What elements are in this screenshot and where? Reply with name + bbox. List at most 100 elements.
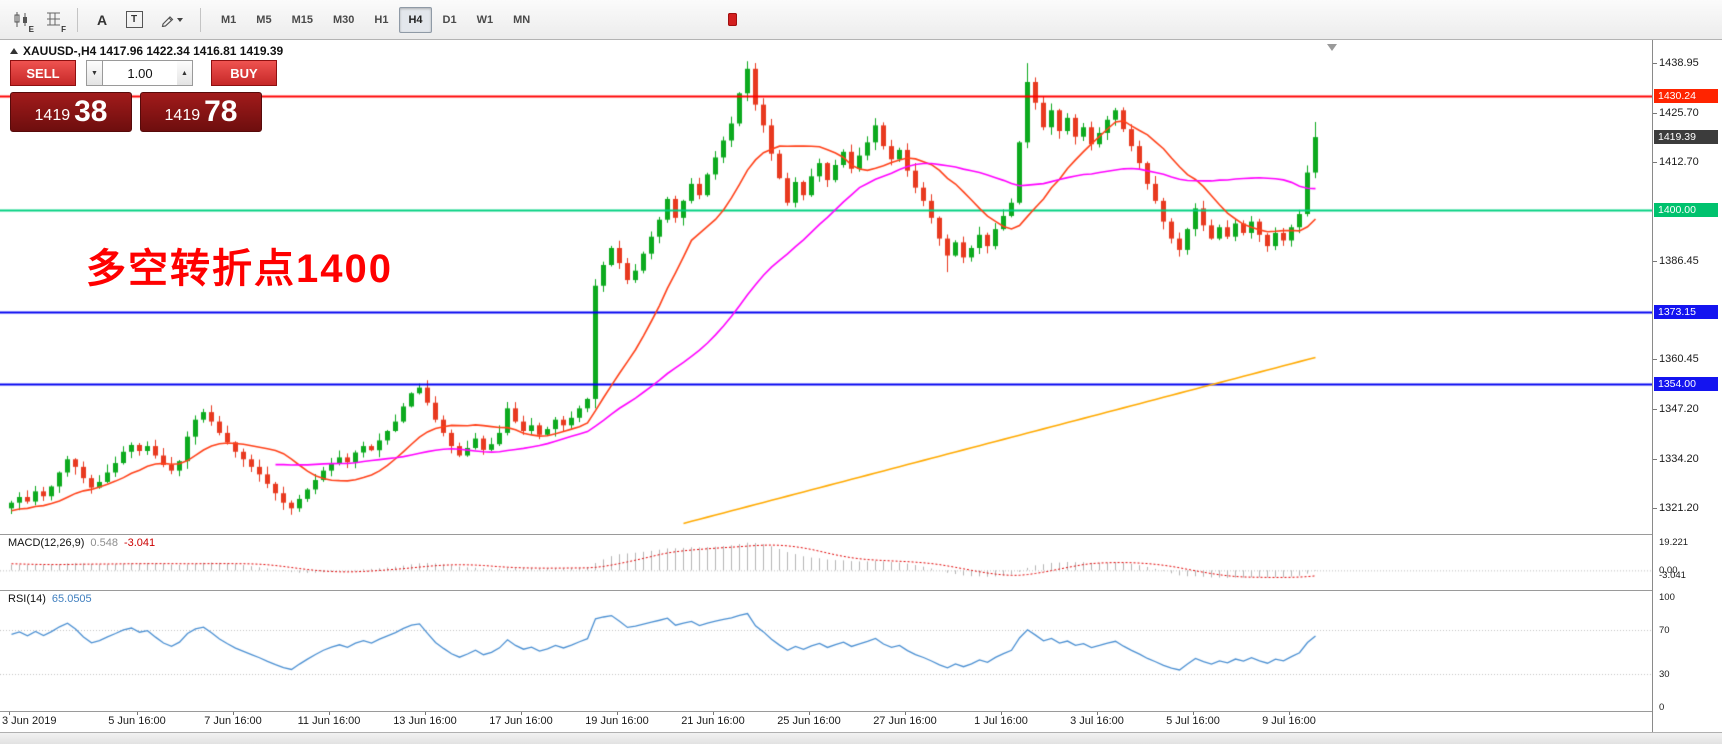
draw-tool-dropdown[interactable] bbox=[153, 7, 189, 33]
rsi-label: RSI(14) 65.0505 bbox=[8, 593, 92, 605]
time-tickmark bbox=[1097, 712, 1098, 715]
rsi-value: 65.0505 bbox=[51, 593, 92, 605]
price-tag: 1400.00 bbox=[1654, 203, 1718, 218]
price-tick: 1438.95 bbox=[1659, 57, 1699, 70]
time-label: 1 Jul 16:00 bbox=[974, 715, 1028, 727]
time-label: 5 Jul 16:00 bbox=[1166, 715, 1220, 727]
time-axis[interactable]: 3 Jun 2019 5 Jun 16:00 7 Jun 16:00 11 Jun 1… bbox=[0, 712, 1652, 732]
time-label: 27 Jun 16:00 bbox=[873, 715, 937, 727]
icon-sub-label: E bbox=[28, 24, 34, 34]
price-tag: 1419.39 bbox=[1654, 130, 1718, 145]
pane-separator[interactable] bbox=[0, 590, 1722, 591]
price-tickmark bbox=[1653, 409, 1657, 411]
price-tick: 1360.45 bbox=[1659, 353, 1699, 366]
font-tool-icon[interactable]: A bbox=[96, 11, 108, 28]
price-tickmark bbox=[1653, 507, 1657, 509]
pencil-icon bbox=[161, 16, 173, 27]
rsi-axis-label: 0 bbox=[1659, 702, 1665, 713]
grid-glyph bbox=[46, 12, 60, 26]
stepper-up-icon: ▲ bbox=[181, 69, 188, 77]
time-tickmark bbox=[521, 712, 522, 715]
tf-button-m5[interactable]: M5 bbox=[256, 13, 272, 26]
sell-button[interactable]: SELL bbox=[10, 60, 76, 86]
grid-icon[interactable]: F bbox=[40, 7, 66, 34]
toolbar: E F A T M1 M5 M15 M30 H1 H4 D1 W1 MN bbox=[0, 0, 1722, 40]
stepper-down-icon: ▼ bbox=[91, 69, 98, 77]
price-tick: 1412.70 bbox=[1659, 156, 1699, 169]
price-tickmark bbox=[1653, 113, 1657, 115]
price-tickmark bbox=[1653, 162, 1657, 164]
chart-shift-marker bbox=[1327, 44, 1337, 51]
red-flag-glyph bbox=[727, 13, 737, 26]
tf-button-d1[interactable]: D1 bbox=[442, 13, 457, 26]
macd-name: MACD(12,26,9) bbox=[8, 537, 85, 549]
price-tick: 1425.70 bbox=[1659, 107, 1699, 120]
macd-pane-surface[interactable] bbox=[0, 536, 1652, 590]
tf-button-h4[interactable]: H4 bbox=[399, 6, 432, 33]
macd-signal-value: -3.041 bbox=[123, 537, 156, 549]
time-tickmark bbox=[905, 712, 906, 715]
volume-decrease-button[interactable]: ▼ bbox=[86, 60, 103, 86]
time-label: 11 Jun 16:00 bbox=[297, 715, 361, 727]
price-tag: 1373.15 bbox=[1654, 304, 1718, 319]
alert-marker-icon[interactable] bbox=[719, 7, 745, 33]
chevron-down-icon bbox=[176, 17, 183, 22]
tf-button-m1[interactable]: M1 bbox=[221, 13, 237, 26]
volume-input[interactable] bbox=[103, 60, 177, 86]
ohlc-text: XAUUSD-,H4 1417.96 1422.34 1416.81 1419.… bbox=[23, 44, 284, 58]
time-label: 3 Jul 16:00 bbox=[1070, 715, 1124, 727]
tf-button-m15[interactable]: M15 bbox=[291, 13, 313, 26]
time-label: 21 Jun 16:00 bbox=[681, 715, 745, 727]
price-tickmark bbox=[1653, 261, 1657, 263]
price-tick: 1347.20 bbox=[1659, 403, 1699, 416]
tf-button-m30[interactable]: M30 bbox=[332, 13, 355, 26]
rsi-axis-label: 100 bbox=[1659, 592, 1675, 603]
collapse-icon[interactable] bbox=[10, 48, 18, 54]
tf-button-w1[interactable]: W1 bbox=[476, 13, 494, 26]
pane-separator[interactable] bbox=[0, 534, 1722, 535]
time-label: 7 Jun 16:00 bbox=[204, 715, 262, 727]
time-tickmark bbox=[1289, 712, 1290, 715]
chart-style-icon[interactable]: E bbox=[8, 7, 34, 34]
time-label: 25 Jun 16:00 bbox=[777, 715, 841, 727]
time-tickmark bbox=[1001, 712, 1002, 715]
rsi-pane-surface[interactable] bbox=[0, 592, 1652, 711]
icon-sub-label: F bbox=[61, 24, 66, 34]
time-label: 3 Jun 2019 bbox=[2, 715, 57, 727]
time-label: 19 Jun 16:00 bbox=[585, 715, 649, 727]
price-tickmark bbox=[1653, 458, 1657, 460]
bid-ask-display: 1419 38 1419 78 bbox=[10, 92, 262, 132]
price-axis[interactable]: 1438.95 1425.70 1412.70 1386.45 1360.45 1347.… bbox=[1652, 40, 1722, 732]
rsi-name: RSI(14) bbox=[8, 593, 46, 605]
pane-separator[interactable] bbox=[0, 711, 1722, 712]
time-tickmark bbox=[9, 712, 10, 715]
price-tickmark bbox=[1653, 63, 1657, 65]
buy-button[interactable]: BUY bbox=[211, 60, 277, 86]
tf-button-h1[interactable]: H1 bbox=[374, 13, 389, 26]
time-tickmark bbox=[233, 712, 234, 715]
volume-increase-button[interactable]: ▲ bbox=[177, 60, 193, 86]
price-chart-surface[interactable] bbox=[0, 42, 1652, 534]
time-label: 13 Jun 16:00 bbox=[393, 715, 457, 727]
time-tickmark bbox=[713, 712, 714, 715]
time-tickmark bbox=[137, 712, 138, 715]
bid-price-pips: 38 bbox=[74, 95, 108, 128]
price-tick: 1321.20 bbox=[1659, 501, 1699, 514]
price-tag: 1430.24 bbox=[1654, 89, 1718, 104]
macd-axis-label: 0.00 bbox=[1659, 565, 1678, 577]
time-tickmark bbox=[425, 712, 426, 715]
text-tool-icon[interactable]: T bbox=[121, 7, 147, 33]
time-tickmark bbox=[617, 712, 618, 715]
time-tickmark bbox=[1193, 712, 1194, 715]
price-tickmark bbox=[1653, 359, 1657, 361]
price-tag: 1354.00 bbox=[1654, 376, 1718, 391]
tf-button-mn[interactable]: MN bbox=[513, 13, 531, 26]
time-label: 17 Jun 16:00 bbox=[489, 715, 553, 727]
chart-annotation: 多空转折点1400 bbox=[86, 247, 393, 291]
bid-price-display: 1419 38 bbox=[10, 92, 132, 132]
timeframe-group: M1 M5 M15 M30 H1 H4 D1 W1 MN bbox=[212, 6, 539, 33]
ask-price-pips: 78 bbox=[204, 95, 238, 128]
symbol-ohlc-header: XAUUSD-,H4 1417.96 1422.34 1416.81 1419.… bbox=[10, 44, 283, 58]
toolbar-separator bbox=[77, 7, 78, 32]
ask-price-display: 1419 78 bbox=[140, 92, 262, 132]
